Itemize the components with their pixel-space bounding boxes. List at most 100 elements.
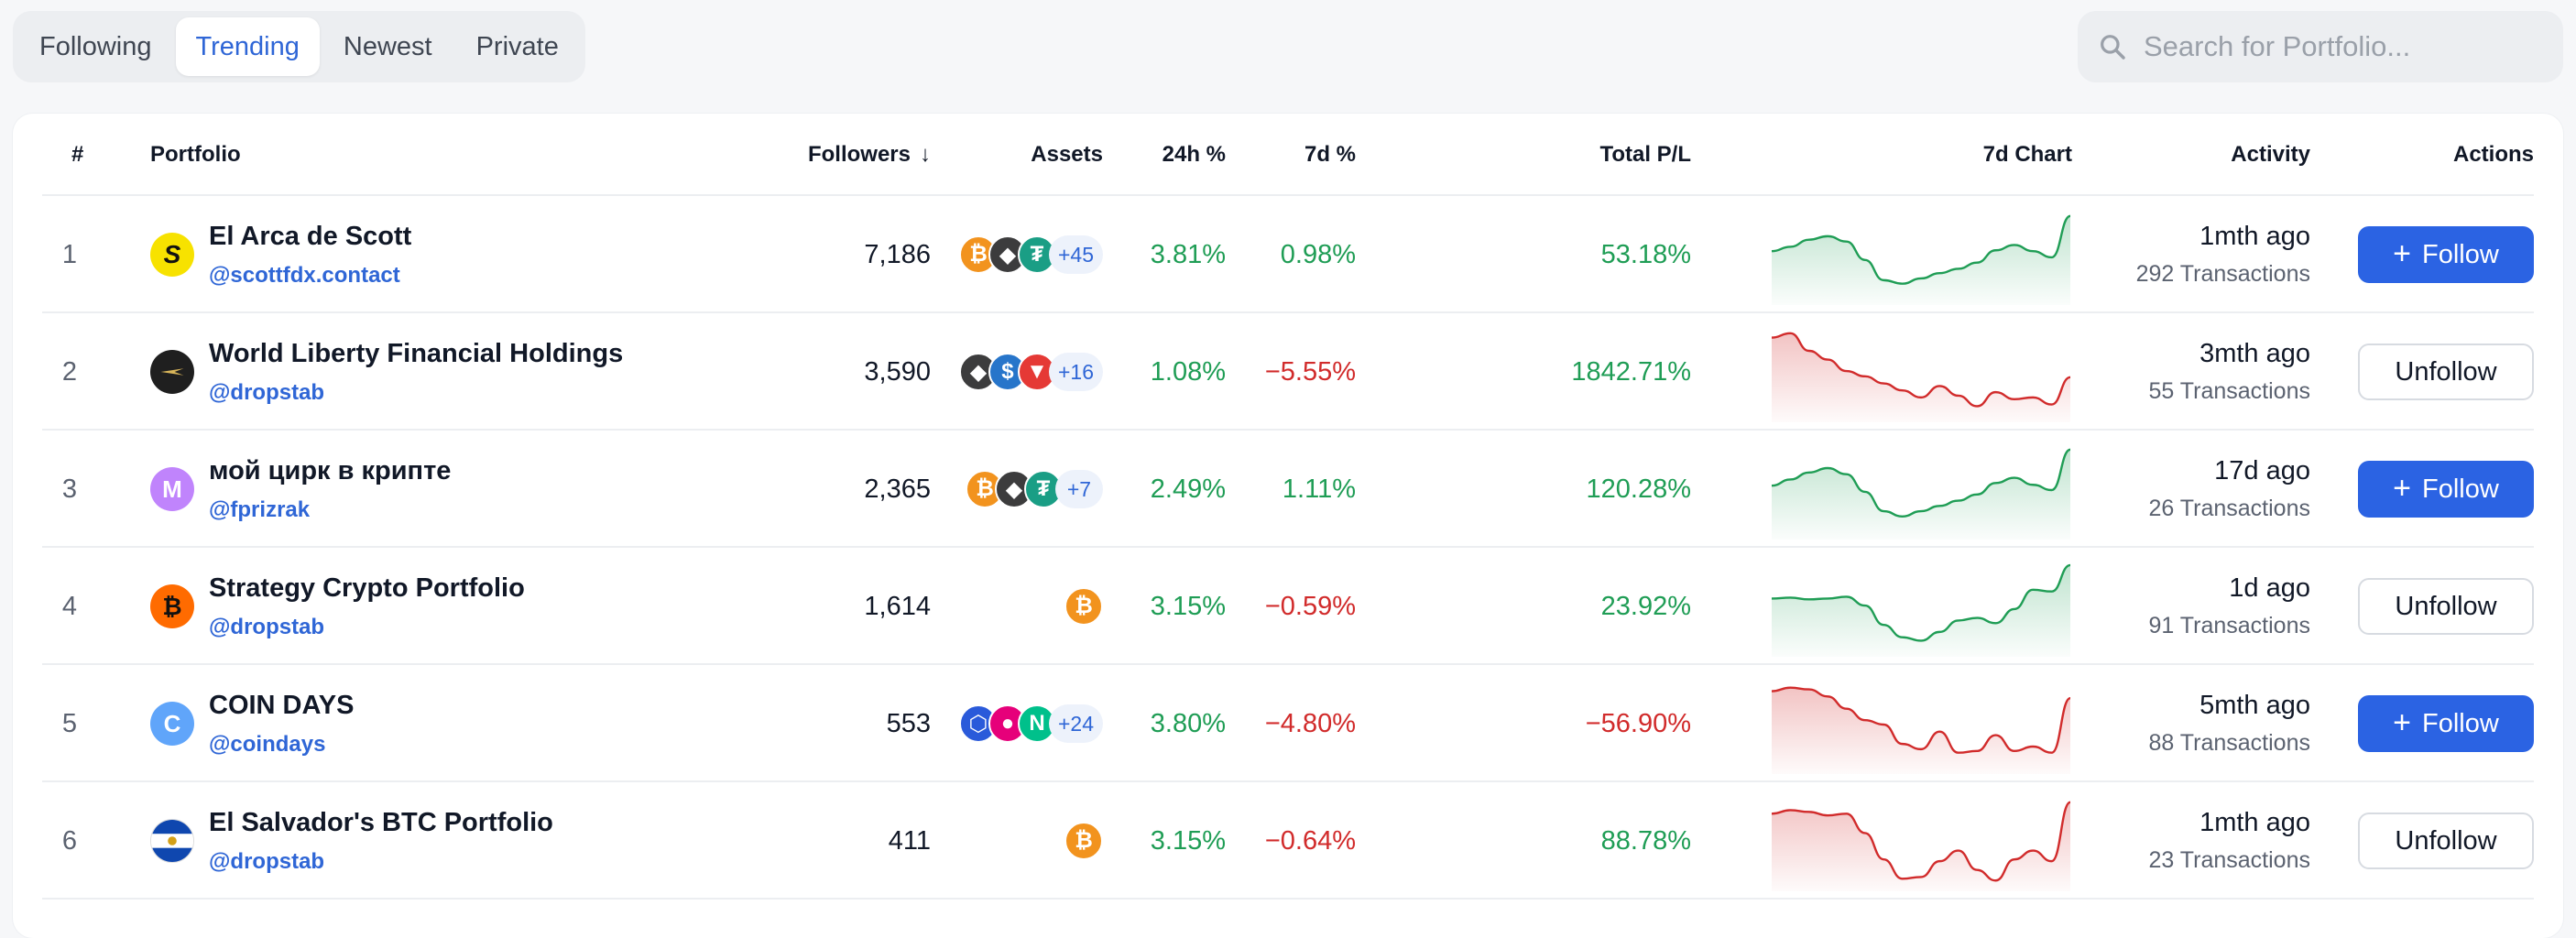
sparkline-area xyxy=(1772,687,2070,774)
assets-cell: ₿ xyxy=(940,548,1103,665)
portfolio-cell[interactable]: S El Arca de Scott @scottfdx.contact xyxy=(150,196,682,313)
assets-cell: ₿ ◆ ₮ +7 xyxy=(940,431,1103,548)
sparkline-line xyxy=(1771,448,2071,518)
unfollow-button[interactable]: Unfollow xyxy=(2358,813,2534,869)
portfolio-cell[interactable]: El Salvador's BTC Portfolio @dropstab xyxy=(150,782,682,900)
sparkline-line xyxy=(1771,801,2071,882)
chart-cell xyxy=(1770,313,2076,431)
activity-time: 1mth ago xyxy=(2199,808,2310,837)
search-input[interactable] xyxy=(2144,30,2547,63)
total-pl: 120.28% xyxy=(1586,474,1692,504)
letter-m-avatar-icon: M xyxy=(162,474,182,503)
follow-button[interactable]: + Follow xyxy=(2358,461,2534,518)
assets-stack: ₿ ◆ ₮ +7 xyxy=(966,470,1103,508)
follow-button[interactable]: + Follow xyxy=(2358,226,2534,283)
total-pl: 88.78% xyxy=(1600,825,1691,856)
sparkline-line xyxy=(1771,686,2071,754)
portfolio-cell[interactable]: World Liberty Financial Holdings @dropsta… xyxy=(150,313,682,431)
avatar xyxy=(150,819,194,863)
follow-button[interactable]: + Follow xyxy=(2358,695,2534,752)
assets-more-badge[interactable]: +16 xyxy=(1048,353,1103,391)
header-assets: Assets xyxy=(1031,142,1103,167)
table-body: 1 S El Arca de Scott @scottfdx.contact 7,186… xyxy=(42,196,2534,900)
assets-cell: ◆ $ ▼ +16 xyxy=(940,313,1103,431)
row-rank: 2 xyxy=(61,356,78,387)
portfolio-handle[interactable]: @dropstab xyxy=(209,848,325,874)
portfolio-table: # Portfolio Followers ↓ Assets 24h % 7d … xyxy=(42,114,2534,900)
table-row: 4 ₿ Strategy Crypto Portfolio @dropstab 1,61… xyxy=(42,548,2534,665)
activity-cell: 17d ago 26 Transactions xyxy=(2131,431,2311,548)
search-icon xyxy=(2101,35,2125,60)
activity-time: 17d ago xyxy=(2214,456,2310,485)
sparkline-area xyxy=(1772,333,2070,422)
activity-time: 1d ago xyxy=(2229,573,2310,603)
tab-newest[interactable]: Newest xyxy=(343,31,432,61)
portfolio-table-card: # Portfolio Followers ↓ Assets 24h % 7d … xyxy=(13,114,2563,938)
activity-info: 17d ago 26 Transactions xyxy=(2149,456,2311,522)
action-label: Unfollow xyxy=(2395,591,2497,621)
activity-time: 5mth ago xyxy=(2199,691,2310,720)
chart-cell xyxy=(1770,431,2076,548)
change-24h: 3.15% xyxy=(1150,591,1226,621)
el-salvador-flag-icon xyxy=(151,820,193,862)
total-pl: 53.18% xyxy=(1600,239,1691,269)
activity-transactions: 26 Transactions xyxy=(2148,496,2311,521)
header-followers[interactable]: Followers ↓ xyxy=(683,114,931,196)
portfolio-handle[interactable]: @dropstab xyxy=(209,379,325,405)
action-cell: Unfollow xyxy=(2351,548,2534,665)
change-7d: −0.64% xyxy=(1264,825,1356,856)
portfolio-name[interactable]: El Salvador's BTC Portfolio xyxy=(209,807,553,837)
portfolio-handle[interactable]: @fprizrak xyxy=(209,496,311,522)
portfolio-handle[interactable]: @scottfdx.contact xyxy=(209,262,400,288)
portfolio-handle[interactable]: @coindays xyxy=(209,731,326,757)
sparkline-line xyxy=(1771,563,2071,642)
assets-more-badge[interactable]: +45 xyxy=(1048,235,1103,274)
portfolio-name[interactable]: World Liberty Financial Holdings xyxy=(209,338,624,368)
portfolio-info: World Liberty Financial Holdings @dropsta… xyxy=(209,339,623,406)
table-row: 6 El Salvador's BTC Portfolio @dropstab 411… xyxy=(42,782,2534,900)
followers-count: 411 xyxy=(888,825,931,856)
action-cell: + Follow xyxy=(2351,665,2534,782)
tether-icon: ₮ xyxy=(1017,235,1056,274)
row-rank: 5 xyxy=(61,708,78,738)
sparkline-chart xyxy=(1771,801,2071,891)
total-pl: 23.92% xyxy=(1600,591,1691,621)
change-7d: −0.59% xyxy=(1264,591,1356,621)
portfolio-cell[interactable]: C COIN DAYS @coindays xyxy=(150,665,682,782)
action-label: Unfollow xyxy=(2395,356,2497,387)
search-box[interactable] xyxy=(2078,11,2563,82)
header-7d: 7d % xyxy=(1304,142,1356,167)
avatar: M xyxy=(150,467,194,511)
change-7d: −5.55% xyxy=(1264,356,1356,387)
portfolio-info: Strategy Crypto Portfolio @dropstab xyxy=(209,573,525,640)
tab-private[interactable]: Private xyxy=(475,31,559,61)
activity-transactions: 91 Transactions xyxy=(2148,613,2311,638)
portfolio-name[interactable]: Strategy Crypto Portfolio xyxy=(209,573,525,603)
sparkline-chart xyxy=(1771,686,2071,774)
assets-more-badge[interactable]: +7 xyxy=(1055,470,1103,508)
chart-cell xyxy=(1770,782,2076,900)
header-24h: 24h % xyxy=(1162,142,1226,167)
assets-stack: ₿ xyxy=(1064,587,1103,626)
sparkline-chart xyxy=(1771,332,2071,422)
action-label: Follow xyxy=(2422,474,2499,504)
unfollow-button[interactable]: Unfollow xyxy=(2358,578,2534,635)
avatar: S xyxy=(150,233,194,277)
letter-c-avatar-icon: C xyxy=(163,709,181,737)
portfolio-name[interactable]: COIN DAYS xyxy=(209,690,355,720)
unfollow-button[interactable]: Unfollow xyxy=(2358,344,2534,400)
assets-more-badge[interactable]: +24 xyxy=(1048,704,1103,743)
table-row: 2 World Liberty Financial Holdings @dropst… xyxy=(42,313,2534,431)
tab-following[interactable]: Following xyxy=(39,31,152,61)
portfolio-name[interactable]: мой цирк в крипте xyxy=(209,455,452,485)
table-header: # Portfolio Followers ↓ Assets 24h % 7d … xyxy=(42,114,2534,196)
portfolio-cell[interactable]: ₿ Strategy Crypto Portfolio @dropstab xyxy=(150,548,682,665)
chart-cell xyxy=(1770,196,2076,313)
total-pl: −56.90% xyxy=(1585,708,1691,738)
portfolio-handle[interactable]: @dropstab xyxy=(209,614,325,639)
activity-info: 5mth ago 88 Transactions xyxy=(2149,691,2311,757)
tab-trending[interactable]: Trending xyxy=(175,17,320,76)
portfolio-name[interactable]: El Arca de Scott xyxy=(209,221,412,251)
